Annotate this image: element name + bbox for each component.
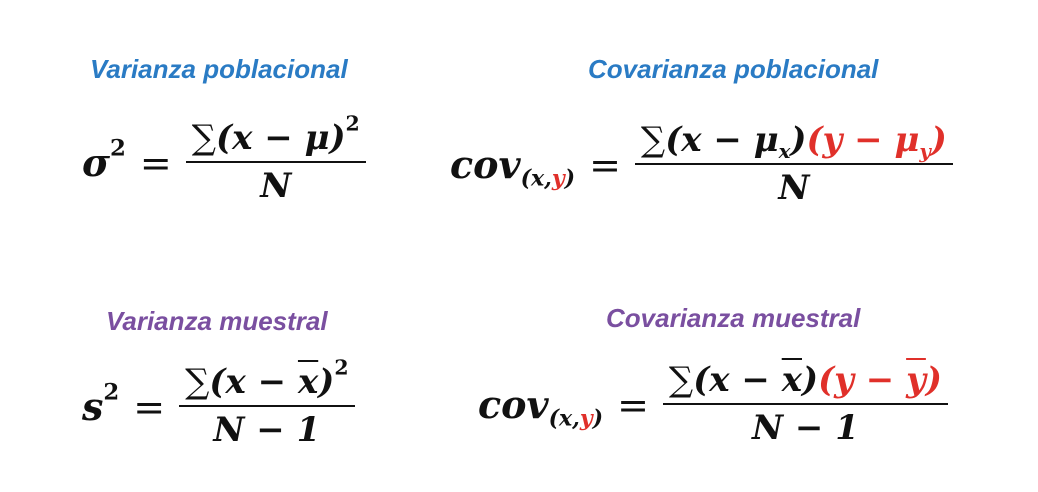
equals-sign: = — [589, 142, 621, 187]
formula-lhs: s2 — [82, 379, 120, 430]
formula-population-covariance: cov(x,y) = ∑(x − μx)(y − μy) N — [450, 120, 953, 209]
denominator: N — [260, 165, 292, 206]
equals-sign: = — [139, 140, 172, 185]
numerator: ∑(x − x)2 — [185, 355, 349, 402]
fraction: ∑(x − x)(y − y) N − 1 — [662, 360, 948, 449]
numerator: ∑(x − μx)(y − μy) — [640, 120, 947, 163]
formula-sample-covariance: cov(x,y) = ∑(x − x)(y − y) N − 1 — [478, 360, 948, 449]
formula-sample-variance: s2 = ∑(x − x)2 N − 1 — [82, 355, 355, 451]
denominator: N − 1 — [751, 407, 859, 448]
numerator: ∑(x − x)(y − y) — [668, 360, 942, 400]
formula-population-variance: σ2 = ∑(x − μ)2 N — [82, 111, 366, 207]
equals-sign: = — [133, 384, 166, 429]
fraction-bar — [185, 160, 366, 163]
formula-lhs: cov(x,y) — [478, 382, 604, 432]
fraction-bar — [179, 404, 355, 407]
heading-varianza-muestral: Varianza muestral — [106, 306, 328, 336]
fraction: ∑(x − μx)(y − μy) N — [634, 120, 953, 209]
equals-sign: = — [617, 382, 649, 427]
fraction: ∑(x − μ)2 N — [185, 111, 366, 207]
denominator: N − 1 — [213, 409, 321, 450]
numerator: ∑(x − μ)2 — [191, 111, 360, 158]
denominator: N — [778, 167, 810, 208]
heading-covarianza-muestral: Covarianza muestral — [606, 303, 861, 333]
heading-varianza-poblacional: Varianza poblacional — [90, 54, 348, 84]
fraction-bar — [662, 402, 948, 405]
heading-covarianza-poblacional: Covarianza poblacional — [588, 54, 879, 84]
formula-lhs: cov(x,y) — [450, 142, 576, 192]
formula-lhs: σ2 — [82, 135, 126, 186]
fraction-bar — [634, 162, 953, 165]
fraction: ∑(x − x)2 N − 1 — [179, 355, 355, 451]
